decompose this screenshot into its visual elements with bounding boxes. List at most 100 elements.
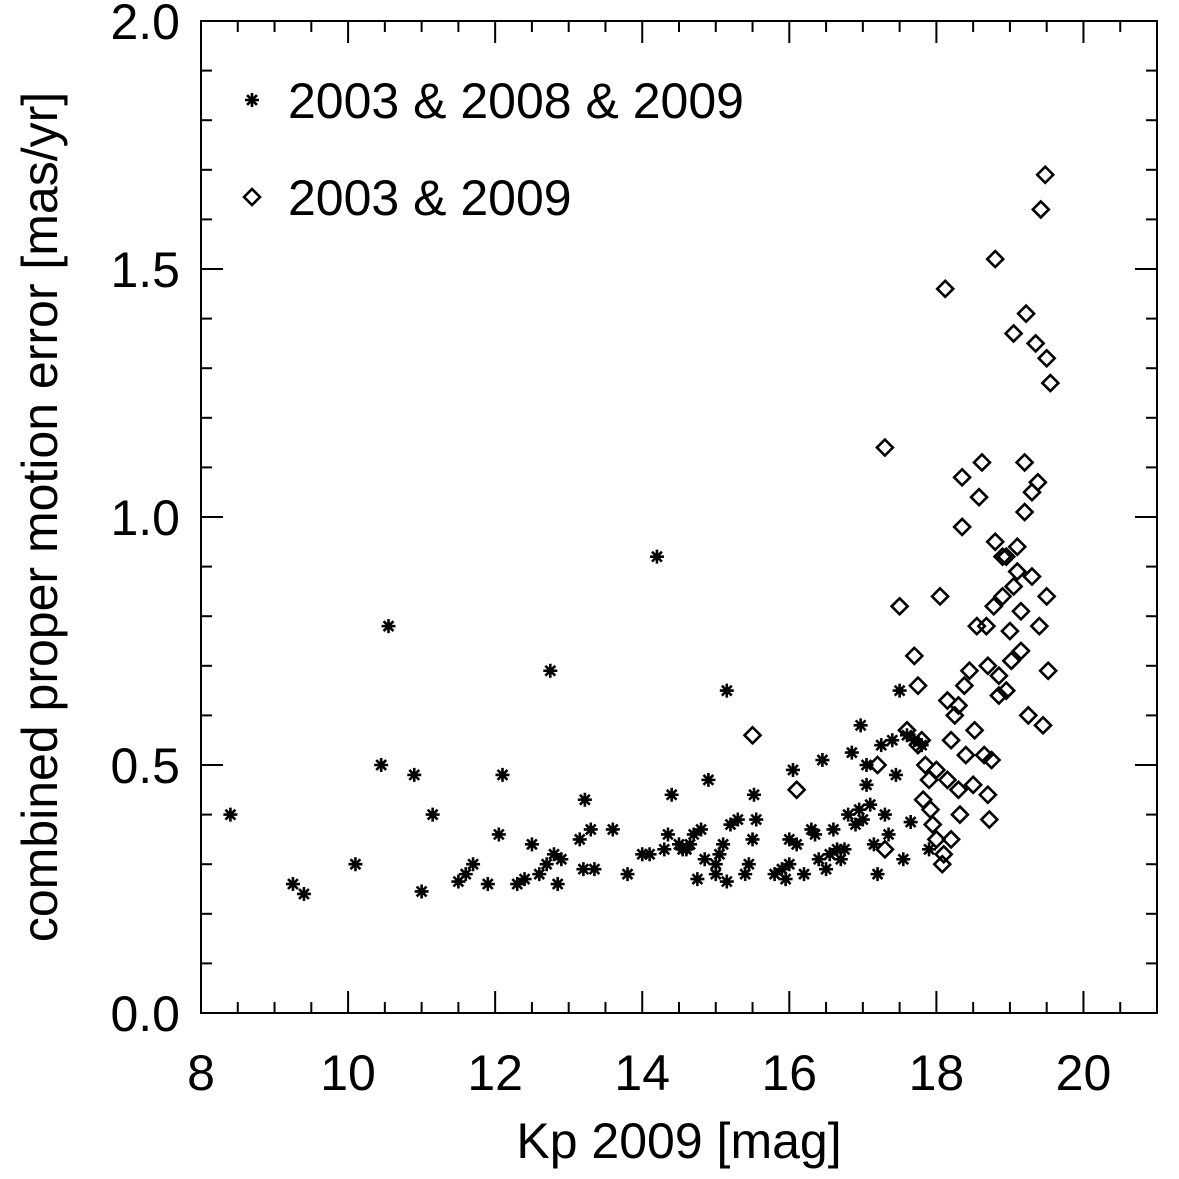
diamond-point <box>981 750 1002 770</box>
asterisk-point <box>414 884 429 899</box>
asterisk-point <box>285 877 300 892</box>
diamond-point <box>989 665 1009 686</box>
asterisk-point <box>852 802 867 817</box>
diamond-point <box>904 646 925 666</box>
legend-diamond-marker <box>242 187 262 207</box>
diamond-point <box>952 467 972 488</box>
diamond-point <box>1007 561 1028 582</box>
diamond-point <box>1036 348 1057 369</box>
asterisk-point <box>719 683 734 698</box>
asterisk-point <box>785 762 800 777</box>
diamond-point <box>1001 651 1022 671</box>
diamond-point <box>941 829 961 850</box>
legend: 2003 & 2008 & 2009 2003 & 2009 <box>242 73 744 226</box>
asterisk-point <box>517 872 532 887</box>
asterisk-point <box>782 857 797 872</box>
asterisk-point <box>747 787 762 802</box>
asterisk-point <box>716 837 731 852</box>
diamond-point <box>937 690 958 711</box>
diamond-point <box>963 775 983 795</box>
diamond-point <box>996 680 1017 701</box>
diamond-point <box>937 770 958 790</box>
diamond-point <box>1003 323 1024 344</box>
diamond-point <box>985 249 1006 269</box>
asterisk-point <box>374 758 389 772</box>
asterisk-point <box>576 862 591 877</box>
diamond-point <box>1016 303 1036 324</box>
diamond-point <box>948 695 969 716</box>
asterisk-point <box>723 817 738 832</box>
asterisk-point <box>881 827 896 842</box>
asterisk-point <box>577 792 592 807</box>
x-tick-label: 10 <box>320 1045 376 1101</box>
diamond-point <box>954 675 975 696</box>
diamond-point <box>926 829 947 850</box>
diamond-point <box>742 725 763 746</box>
diamond-point <box>930 586 950 607</box>
asterisk-point <box>844 745 859 760</box>
asterisk-point <box>789 837 804 852</box>
asterisk-point <box>863 797 878 812</box>
data-points <box>223 164 1061 901</box>
diamond-point <box>955 745 976 765</box>
asterisk-point <box>837 842 852 857</box>
asterisk-point <box>697 852 712 867</box>
diamond-point <box>1011 641 1031 661</box>
asterisk-point <box>830 842 845 857</box>
diamond-point <box>972 452 992 473</box>
asterisk-point <box>888 767 903 782</box>
legend-label: 2003 & 2009 <box>288 170 572 226</box>
diamond-point <box>915 755 936 775</box>
asterisk-point <box>425 807 440 822</box>
asterisk-point <box>745 832 760 847</box>
diamond-point <box>964 720 985 741</box>
asterisk-point <box>782 832 797 847</box>
diamond-point <box>1014 452 1035 473</box>
asterisk-point <box>550 877 565 892</box>
y-axis-label: combined proper motion error [mas/yr] <box>12 92 68 942</box>
asterisk-point <box>808 827 823 842</box>
diamond-point <box>908 735 928 755</box>
asterisk-point <box>885 733 900 748</box>
asterisk-point <box>690 872 705 887</box>
asterisk-point <box>778 872 793 887</box>
diamond-point <box>1028 472 1048 493</box>
asterisk-point <box>708 867 723 882</box>
x-tick-label: 18 <box>909 1045 965 1101</box>
asterisk-point <box>749 812 764 827</box>
asterisk-point <box>848 817 863 832</box>
asterisk-point <box>797 867 812 882</box>
asterisk-point <box>896 852 911 867</box>
diamond-point <box>959 660 980 681</box>
asterisk-point <box>774 862 789 877</box>
diamond-point <box>948 779 969 800</box>
diamond-point <box>875 437 895 458</box>
diamond-point <box>1018 705 1039 726</box>
y-tick-label: 1.0 <box>110 490 180 546</box>
diamond-point <box>976 616 997 636</box>
x-axis-label: Kp 2009 [mag] <box>516 1113 841 1169</box>
diamond-point <box>992 586 1013 607</box>
diamond-point <box>950 804 970 825</box>
asterisk-point <box>491 827 506 842</box>
diamond-point <box>941 730 961 751</box>
asterisk-point <box>587 862 602 877</box>
asterisk-point <box>458 867 473 882</box>
asterisk-point <box>296 886 311 901</box>
asterisk-point <box>738 867 753 882</box>
diamond-point <box>1035 164 1056 185</box>
axis-ticks: 8 10 12 14 16 18 20 0.0 0.5 1.0 1.5 2.0 <box>110 0 1158 1101</box>
asterisk-point <box>859 758 874 772</box>
diamond-point <box>1033 715 1053 736</box>
diamond-point <box>985 531 1006 552</box>
asterisk-point <box>657 842 672 857</box>
diamond-point <box>969 487 989 507</box>
legend-asterisk-marker <box>245 93 259 107</box>
diamond-point <box>908 675 928 696</box>
diamond-point <box>1014 502 1035 522</box>
diamond-point <box>875 839 895 860</box>
diamond-point <box>992 546 1013 567</box>
diamond-point <box>1029 616 1050 636</box>
asterisk-point <box>841 807 856 822</box>
asterisk-point <box>635 847 650 862</box>
